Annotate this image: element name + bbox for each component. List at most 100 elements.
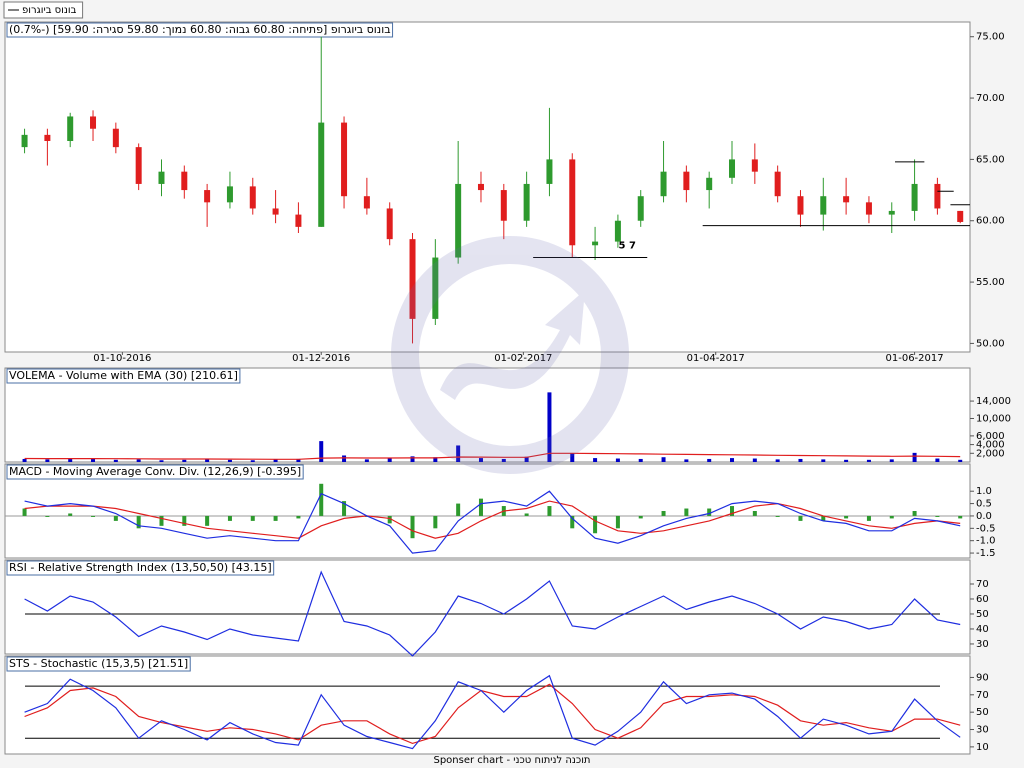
macd-histogram [227, 515, 232, 521]
macd-histogram [205, 515, 210, 526]
volume-bar [570, 453, 575, 462]
volume-bar [456, 445, 461, 462]
panel-title: MACD - Moving Average Conv. Div. (12,26,… [9, 465, 301, 478]
watermark [391, 236, 629, 474]
macd-histogram [456, 503, 461, 516]
macd-histogram [22, 508, 27, 516]
candle-body [21, 134, 28, 148]
macd-histogram [570, 515, 575, 529]
panel-title-box [6, 656, 191, 672]
y-tick-label: -1.5 [976, 548, 996, 559]
stoch-k-line [24, 674, 961, 750]
candle-body [843, 196, 850, 203]
ema-line [24, 452, 961, 460]
candle-body [341, 122, 348, 197]
panel-title: STS - Stochastic (15,3,5) [21.51] [9, 657, 188, 670]
volume-bar [296, 458, 301, 462]
macd-histogram [136, 515, 141, 529]
macd-histogram [250, 515, 255, 521]
candle-body [706, 177, 713, 191]
macd-histogram [296, 515, 301, 519]
volume-bar [730, 458, 735, 462]
y-tick-label: 60.00 [976, 216, 1005, 227]
panel-frame [4, 655, 971, 755]
volume-bar [250, 460, 255, 462]
rsi-line [24, 570, 961, 657]
volume-bar [935, 458, 940, 462]
volume-bar [91, 458, 96, 462]
candle-body [112, 128, 119, 148]
panel-title-box [6, 464, 304, 480]
y-tick-label: 70 [976, 690, 989, 701]
volume-bar [821, 459, 826, 462]
candle-body [911, 183, 918, 211]
y-tick-label: -0.5 [976, 523, 996, 534]
panel-title: VOLEMA - Volume with EMA (30) [210.61] [9, 369, 238, 382]
candle-body [409, 239, 416, 319]
macd-histogram [524, 513, 529, 516]
volume-bar [68, 458, 73, 462]
volume-bar [182, 459, 187, 462]
macd-histogram [410, 515, 415, 539]
candle-body [683, 171, 690, 191]
candle-body [318, 122, 325, 227]
candle-body [135, 147, 142, 184]
macd-histogram [387, 515, 392, 524]
candle-body [523, 183, 530, 221]
volume-bar [547, 392, 552, 462]
macd-histogram [707, 508, 712, 516]
volume-bar [798, 458, 803, 462]
x-tick-label: 01-06-2017 [886, 353, 944, 364]
y-tick-label: 30 [976, 725, 989, 736]
panel-frame [4, 367, 971, 463]
volume-bar [661, 457, 666, 462]
volume-bar [866, 459, 871, 462]
y-tick-label: 60 [976, 594, 989, 605]
candle-body [797, 196, 804, 215]
candle-body [660, 171, 667, 197]
y-tick-label: 50 [976, 707, 989, 718]
watermark-arrow [440, 290, 585, 400]
panel-title: RSI - Relative Strength Index (13,50,50)… [9, 561, 272, 574]
volume-bar [844, 459, 849, 462]
y-tick-label: 50.00 [976, 338, 1005, 349]
macd-histogram [91, 515, 96, 517]
candle-body [272, 208, 279, 215]
candle-body [729, 159, 736, 178]
candle-body [569, 159, 576, 246]
volume-bar [615, 458, 620, 462]
macd-histogram [730, 506, 735, 516]
panel-title: בונוס ביוגרופ [פתיחה: 60.80 גבוה: 60.80 … [9, 23, 391, 36]
macd-histogram [433, 515, 438, 529]
candle-body [386, 208, 393, 240]
candle-body [888, 210, 895, 215]
macd-histogram [182, 515, 187, 526]
legend-box [3, 1, 84, 19]
plot-layer: 50.00 55.00 60.00 65.00 70.00 75.00 בונוס ביוג… [4, 21, 1011, 755]
y-tick-label: -1.0 [976, 536, 996, 547]
y-tick-label: 70 [976, 579, 989, 590]
y-tick-label: 0.0 [976, 511, 992, 522]
volume-bar [342, 455, 347, 462]
y-tick-label: 90 [976, 672, 989, 683]
y-tick-label: 6,000 [976, 431, 1005, 442]
volume-bar [752, 458, 757, 462]
annotation: 5 7 [619, 241, 636, 252]
volume-bar [958, 459, 963, 462]
y-tick-label: 40 [976, 624, 989, 635]
volume-bar [205, 458, 210, 462]
candle-body [477, 183, 484, 191]
y-tick-label: 50 [976, 609, 989, 620]
y-tick-label: 0.5 [976, 499, 992, 510]
candle-body [249, 186, 256, 209]
y-tick-label: 10 [976, 742, 989, 753]
macd-histogram [798, 515, 803, 521]
candle-body [226, 186, 233, 203]
x-tick-label: 01-02-2017 [494, 353, 552, 364]
volume-bar [159, 460, 164, 462]
candle-body [592, 241, 599, 246]
x-tick-label: 01-04-2017 [687, 353, 745, 364]
macd-histogram [68, 513, 73, 516]
